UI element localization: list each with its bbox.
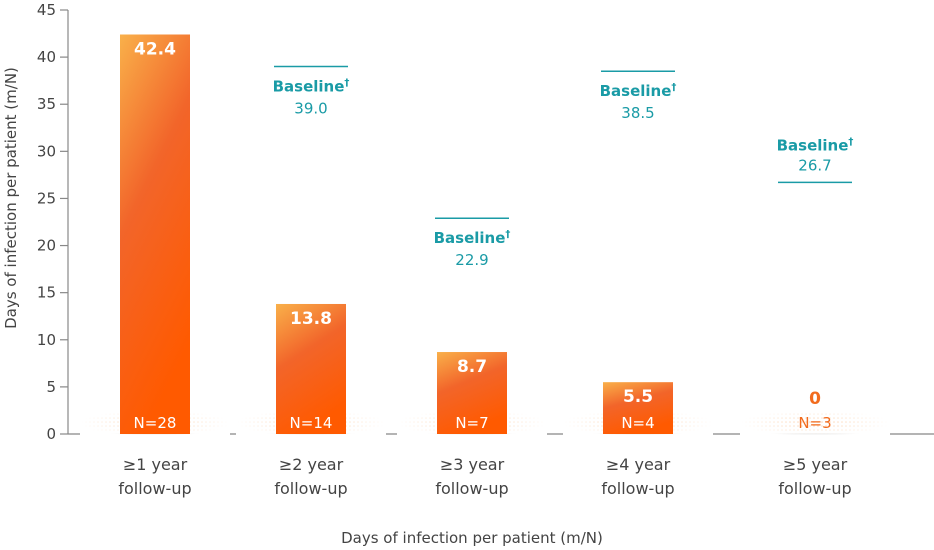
x-category-line2: follow-up — [778, 479, 851, 498]
baseline-value-label: 26.7 — [798, 156, 831, 174]
bar — [276, 303, 346, 434]
x-category-label: ≥3 year follow-up — [435, 455, 508, 498]
x-category-line2: follow-up — [435, 479, 508, 498]
baseline-footnote-marker: † — [848, 136, 853, 147]
baseline-group: Baseline† 38.5 — [600, 70, 677, 122]
bar — [437, 352, 507, 434]
bar-base-fade — [740, 410, 890, 436]
bar-value-label: 8.7 — [457, 357, 487, 377]
x-category-labels: ≥1 year follow-up ≥2 year follow-up ≥3 year f… — [118, 455, 851, 498]
bar-group: 8.7 N=7 — [397, 352, 547, 436]
bar — [603, 382, 673, 434]
baseline-value-label: 38.5 — [621, 104, 654, 122]
bar-n-label: N=7 — [455, 414, 488, 432]
y-tick-label: 40 — [37, 48, 56, 66]
y-tick-label: 0 — [46, 425, 56, 443]
x-axis-title: Days of infection per patient (m/N) — [341, 529, 603, 547]
x-category-line1: ≥3 year — [440, 455, 505, 474]
bar — [120, 34, 190, 435]
baseline-footnote-marker: † — [344, 78, 349, 89]
baseline-value-label: 39.0 — [294, 100, 327, 118]
x-category-line1: ≥2 year — [279, 455, 344, 474]
x-category-line2: follow-up — [601, 479, 674, 498]
baseline-footnote-marker: † — [505, 229, 510, 240]
bar-value-label: 42.4 — [134, 39, 176, 59]
x-category-label: ≥4 year follow-up — [601, 455, 674, 498]
x-category-label: ≥5 year follow-up — [778, 455, 851, 498]
y-axis: 0 5 10 15 20 25 30 35 40 45 — [37, 1, 69, 443]
bar-group: 42.4 N=28 — [80, 34, 230, 436]
bar-value-label: 13.8 — [290, 309, 332, 329]
bar-group: 5.5N=4 — [563, 382, 713, 436]
y-tick-label: 20 — [37, 237, 56, 255]
y-tick-label: 35 — [37, 95, 56, 113]
y-tick-label: 30 — [37, 142, 56, 160]
baselines: Baseline†39.0Baseline†22.9Baseline†38.5B… — [273, 65, 854, 269]
y-tick-label: 10 — [37, 331, 56, 349]
x-category-label: ≥2 year follow-up — [274, 455, 347, 498]
bar-group: 13.8 N=14 — [236, 303, 386, 436]
bar-n-label: N=14 — [290, 414, 333, 432]
bar-n-label: N=28 — [134, 414, 177, 432]
y-tick-label: 45 — [37, 1, 56, 19]
x-category-label: ≥1 year follow-up — [118, 455, 191, 498]
y-tick-label: 25 — [37, 189, 56, 207]
y-tick-label: 15 — [37, 284, 56, 302]
baseline-group: Baseline† 39.0 — [273, 65, 350, 118]
bar-n-label: N=4 — [621, 414, 654, 432]
x-category-line2: follow-up — [274, 479, 347, 498]
y-tick-label: 5 — [46, 378, 56, 396]
x-category-line1: ≥5 year — [783, 455, 848, 474]
bar-value-label: 5.5 — [623, 387, 653, 407]
baseline-label: Baseline† — [600, 82, 677, 100]
baseline-group: Baseline† 26.7 — [777, 136, 854, 184]
bar-n-label: N=3 — [798, 414, 831, 432]
y-axis-title: Days of infection per patient (m/N) — [2, 67, 20, 329]
x-category-line2: follow-up — [118, 479, 191, 498]
baseline-group: Baseline† 22.9 — [434, 217, 511, 269]
x-category-line1: ≥4 year — [606, 455, 671, 474]
baseline-footnote-marker: † — [671, 82, 676, 93]
x-category-line1: ≥1 year — [123, 455, 188, 474]
baseline-label: Baseline† — [777, 136, 854, 154]
baseline-label: Baseline† — [434, 229, 511, 247]
bar-value-label: 0 — [809, 389, 821, 409]
baseline-label: Baseline† — [273, 78, 350, 96]
baseline-value-label: 22.9 — [455, 251, 488, 269]
bar-group: 0N=3 — [740, 389, 890, 436]
